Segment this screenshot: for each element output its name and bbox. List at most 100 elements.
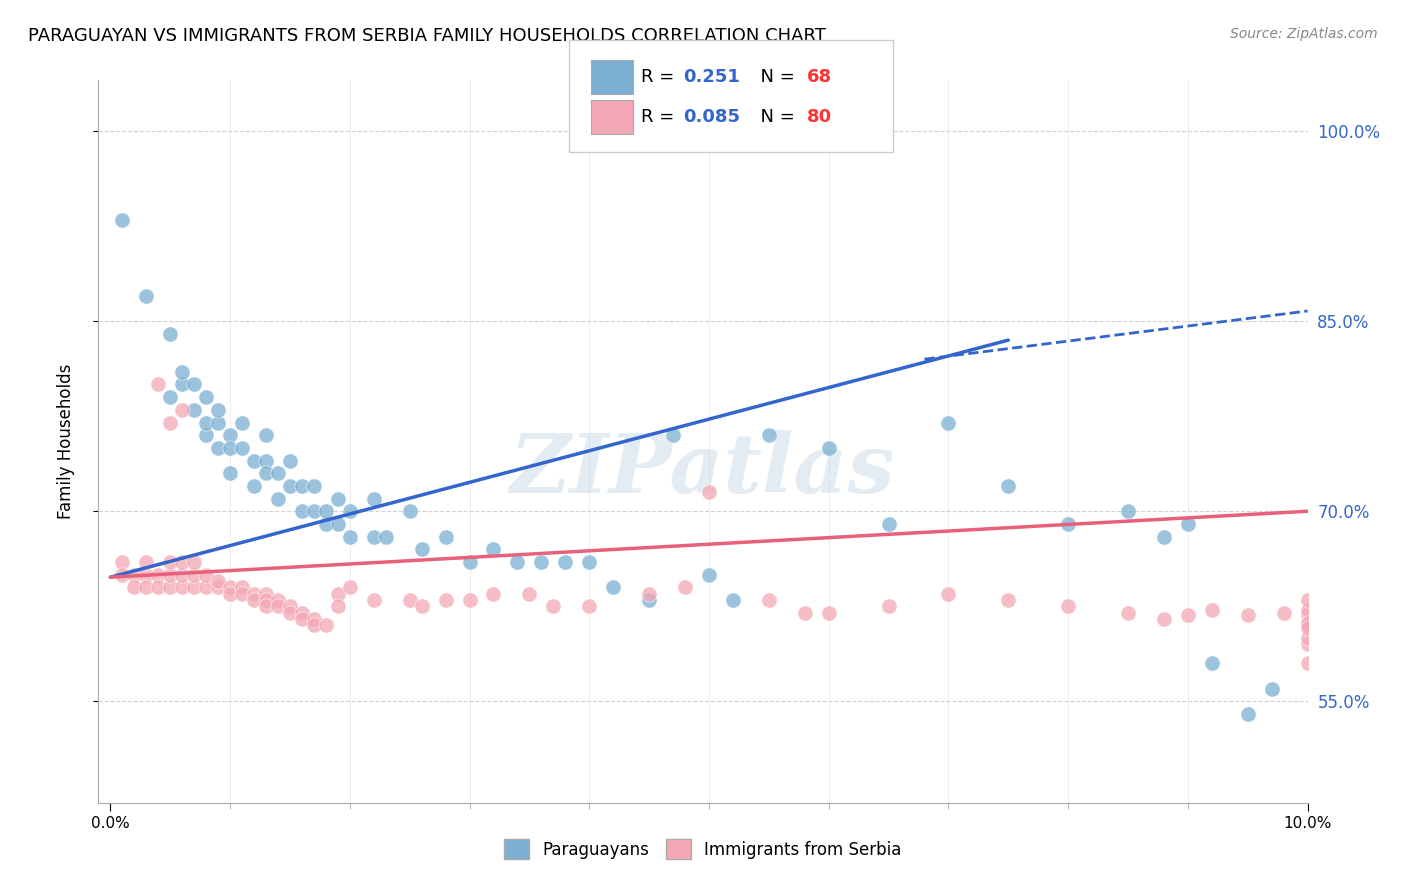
Point <box>243 593 266 607</box>
Point <box>243 479 266 493</box>
Point <box>195 580 218 594</box>
Point <box>1116 504 1139 518</box>
Text: 68: 68 <box>807 68 832 86</box>
Point <box>135 289 157 303</box>
Point <box>1296 618 1319 632</box>
Point <box>195 567 218 582</box>
Point <box>183 402 205 417</box>
Point <box>254 593 277 607</box>
Point <box>254 428 277 442</box>
Point <box>1177 516 1199 531</box>
Point <box>877 516 900 531</box>
Point <box>1057 599 1080 614</box>
Point <box>458 593 481 607</box>
Legend: Paraguayans, Immigrants from Serbia: Paraguayans, Immigrants from Serbia <box>505 839 901 860</box>
Point <box>758 593 780 607</box>
Point <box>207 416 229 430</box>
Point <box>326 587 349 601</box>
Point <box>817 441 839 455</box>
Point <box>172 402 194 417</box>
Point <box>159 416 181 430</box>
Point <box>997 593 1019 607</box>
Point <box>543 599 565 614</box>
Point <box>267 593 290 607</box>
Text: N =: N = <box>749 68 801 86</box>
Point <box>997 479 1019 493</box>
Point <box>398 504 420 518</box>
Point <box>758 428 780 442</box>
Point <box>326 516 349 531</box>
Point <box>697 567 720 582</box>
Point <box>172 365 194 379</box>
Point <box>111 567 134 582</box>
Point <box>111 555 134 569</box>
Point <box>1201 603 1223 617</box>
Point <box>148 567 170 582</box>
Point <box>434 593 457 607</box>
Point <box>1201 657 1223 671</box>
Point <box>673 580 696 594</box>
Point <box>1296 637 1319 651</box>
Text: R =: R = <box>641 68 681 86</box>
Point <box>148 580 170 594</box>
Point <box>1116 606 1139 620</box>
Point <box>315 618 337 632</box>
Point <box>159 567 181 582</box>
Point <box>817 606 839 620</box>
Text: R =: R = <box>641 108 681 126</box>
Point <box>231 580 253 594</box>
Point <box>172 580 194 594</box>
Point <box>1296 621 1319 635</box>
Point <box>363 593 385 607</box>
Point <box>291 612 314 626</box>
Point <box>219 428 242 442</box>
Point <box>172 377 194 392</box>
Point <box>219 587 242 601</box>
Point <box>1296 657 1319 671</box>
Point <box>602 580 624 594</box>
Point <box>877 599 900 614</box>
Point <box>302 618 325 632</box>
Point <box>231 587 253 601</box>
Point <box>519 587 541 601</box>
Point <box>315 504 337 518</box>
Point <box>326 491 349 506</box>
Point <box>434 530 457 544</box>
Point <box>172 567 194 582</box>
Point <box>554 555 576 569</box>
Point <box>374 530 396 544</box>
Point <box>124 580 146 594</box>
Point <box>195 416 218 430</box>
Point <box>339 504 361 518</box>
Text: N =: N = <box>749 108 801 126</box>
Point <box>1057 516 1080 531</box>
Point <box>793 606 815 620</box>
Point <box>638 593 661 607</box>
Point <box>411 542 433 557</box>
Point <box>291 479 314 493</box>
Point <box>111 212 134 227</box>
Point <box>315 516 337 531</box>
Point <box>1296 608 1319 623</box>
Point <box>662 428 685 442</box>
Text: ZIPatlas: ZIPatlas <box>510 431 896 510</box>
Point <box>1153 530 1175 544</box>
Point <box>697 485 720 500</box>
Point <box>458 555 481 569</box>
Point <box>482 587 505 601</box>
Point <box>278 479 301 493</box>
Point <box>254 587 277 601</box>
Point <box>135 555 157 569</box>
Point <box>207 402 229 417</box>
Point <box>219 467 242 481</box>
Y-axis label: Family Households: Family Households <box>56 364 75 519</box>
Point <box>302 612 325 626</box>
Point <box>267 467 290 481</box>
Point <box>267 599 290 614</box>
Point <box>231 416 253 430</box>
Point <box>1296 631 1319 645</box>
Point <box>302 504 325 518</box>
Point <box>254 599 277 614</box>
Point <box>938 416 960 430</box>
Point <box>183 567 205 582</box>
